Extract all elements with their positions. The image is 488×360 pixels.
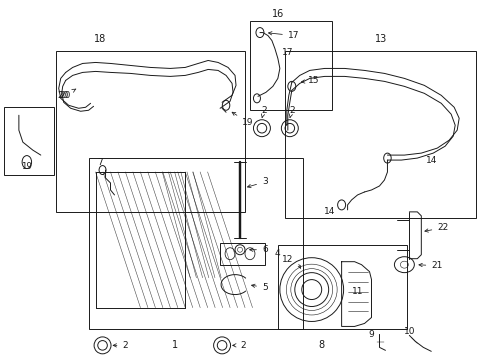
Bar: [56, 50, 244, 212]
Text: 19: 19: [232, 112, 253, 127]
Text: 14: 14: [425, 156, 436, 165]
Text: 8: 8: [318, 340, 324, 350]
Bar: [88, 158, 302, 329]
Bar: [220, 243, 264, 265]
Text: 6: 6: [249, 245, 267, 254]
Text: 2: 2: [113, 341, 128, 350]
Text: 10: 10: [403, 327, 414, 336]
Text: 2: 2: [288, 106, 294, 118]
Text: 21: 21: [418, 261, 442, 270]
Bar: [285, 50, 475, 218]
Text: 5: 5: [251, 283, 267, 292]
Text: 3: 3: [247, 177, 267, 188]
Bar: [249, 21, 331, 110]
Bar: [4, 107, 54, 175]
Text: 2: 2: [261, 106, 266, 118]
Text: 20: 20: [57, 91, 68, 100]
Text: 15: 15: [301, 76, 319, 85]
Text: 1: 1: [172, 340, 178, 350]
Text: 2: 2: [232, 341, 245, 350]
Text: 20: 20: [59, 89, 76, 100]
Text: 18: 18: [94, 33, 106, 44]
Text: 12: 12: [282, 255, 293, 264]
Text: 16: 16: [271, 9, 284, 19]
Text: 22: 22: [424, 223, 447, 232]
Text: 4: 4: [274, 249, 280, 258]
Text: 13: 13: [375, 33, 387, 44]
Text: 17: 17: [268, 31, 299, 40]
Text: 11: 11: [351, 287, 363, 296]
Text: 9: 9: [368, 330, 374, 339]
Text: 14: 14: [324, 207, 335, 216]
Text: 19: 19: [21, 162, 32, 171]
Bar: [277, 245, 407, 329]
Text: 17: 17: [282, 48, 293, 57]
Text: 7: 7: [98, 158, 103, 167]
